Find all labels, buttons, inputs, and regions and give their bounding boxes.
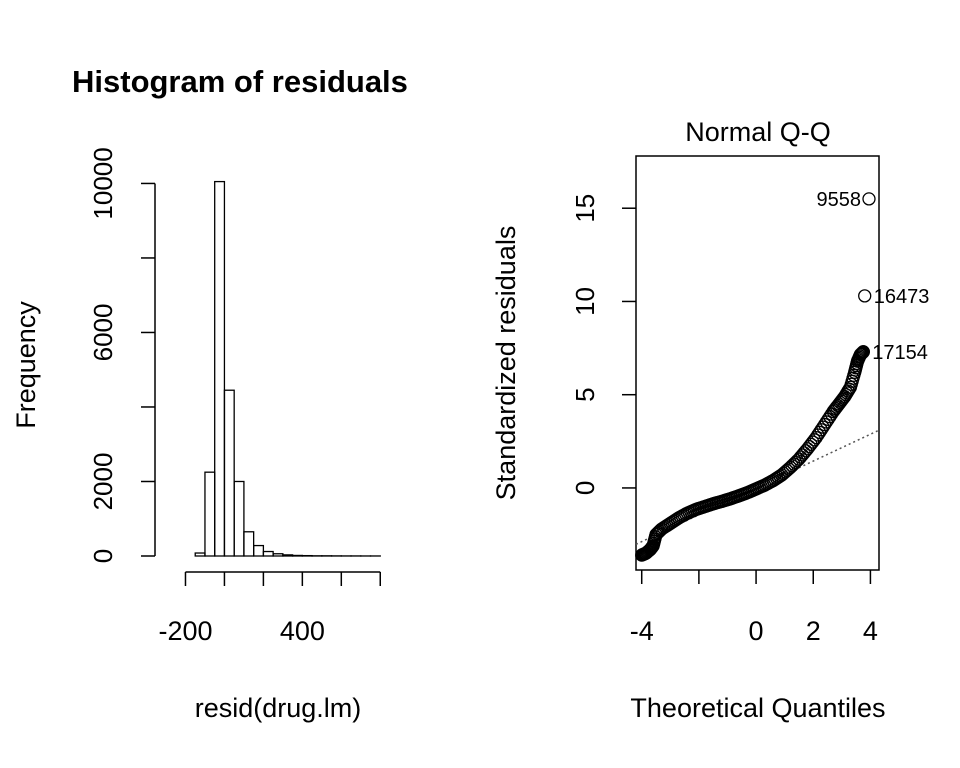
- qq-y-tick-label: 0: [570, 481, 600, 495]
- qq-outlier-label: 16473: [874, 286, 930, 308]
- histogram-title: Histogram of residuals: [72, 64, 408, 99]
- qq-outlier-point: [856, 345, 870, 359]
- histogram-bar-4: [233, 480, 245, 557]
- histogram-x-axis: -200 400: [158, 571, 382, 646]
- histogram-y-tick-label: 6000: [88, 304, 118, 362]
- histogram-x-tick-label: 400: [280, 616, 325, 646]
- histogram-bar-7: [262, 550, 274, 557]
- histogram-bar-5: [243, 531, 255, 557]
- histogram-y-tick-label: 0: [88, 549, 118, 563]
- qq-outlier-labels: 9558 16473 17154: [816, 189, 929, 364]
- qq-title: Normal Q-Q: [685, 117, 831, 147]
- qq-x-tick-label: 2: [806, 616, 821, 646]
- qq-point-112: [804, 437, 818, 451]
- qq-x-tick-label: 4: [863, 616, 878, 646]
- histogram-y-tick-label: 10000: [88, 147, 118, 219]
- qq-panel: Normal Q-Q Standardized residuals Theore…: [491, 117, 929, 723]
- qq-y-tick-label: 10: [570, 287, 600, 316]
- histogram-bar-9: [282, 554, 294, 557]
- qq-y-tick-label: 15: [570, 194, 600, 223]
- qq-outlier-label: 17154: [872, 342, 928, 364]
- histogram-x-label: resid(drug.lm): [195, 693, 362, 723]
- histogram-x-tick-label: -200: [158, 616, 212, 646]
- qq-y-label: Standardized residuals: [491, 226, 521, 501]
- histogram-bar-8: [272, 553, 284, 557]
- qq-points: [635, 345, 870, 562]
- qq-point-110: [800, 442, 815, 456]
- histogram-bar-6: [253, 544, 265, 557]
- qq-outlier-point: [858, 289, 872, 303]
- histogram-bar-0: [194, 552, 206, 557]
- histogram-bar-10: [291, 554, 303, 557]
- histogram-panel: Histogram of residuals Frequency resid(d…: [11, 64, 408, 723]
- qq-point-100: [783, 460, 798, 475]
- qq-y-axis: 0 5 10 15: [570, 194, 636, 495]
- qq-point-111: [802, 439, 816, 454]
- qq-outlier-label: 9558: [816, 189, 861, 211]
- qq-point-102: [787, 457, 801, 471]
- histogram-y-tick-label: 2000: [88, 453, 118, 511]
- qq-x-tick-label: -4: [630, 616, 654, 646]
- histogram-bar-1: [204, 471, 216, 557]
- qq-x-tick-label: 0: [749, 616, 764, 646]
- qq-point-113: [806, 435, 820, 449]
- qq-outlier-point: [862, 192, 876, 206]
- qq-y-tick-label: 5: [570, 387, 600, 401]
- qq-x-label: Theoretical Quantiles: [630, 693, 885, 723]
- histogram-bar-3: [223, 389, 235, 557]
- qq-plot-frame: [635, 155, 880, 571]
- qq-x-axis: -4 0 2 4: [630, 570, 878, 646]
- histogram-bar-2: [214, 180, 226, 557]
- qq-point-101: [785, 459, 799, 473]
- histogram-bars: [194, 180, 381, 557]
- histogram-y-axis: 0 2000 6000 10000: [88, 147, 156, 563]
- histogram-y-label: Frequency: [11, 301, 41, 429]
